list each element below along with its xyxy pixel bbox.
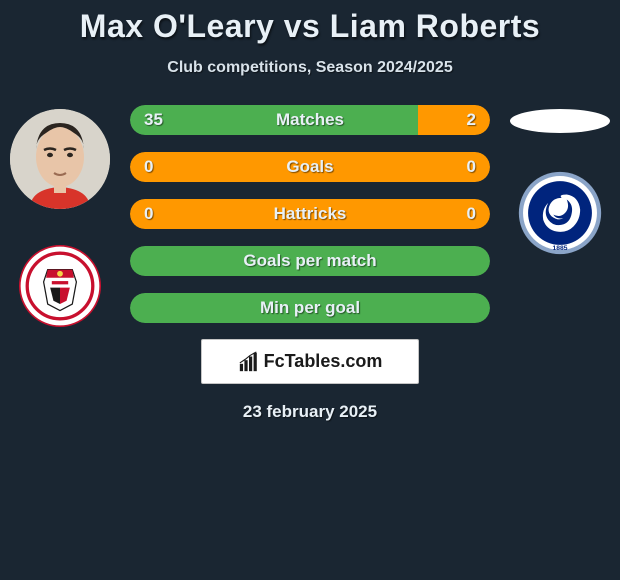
club-badge-left-icon: [19, 245, 101, 327]
bar-fill-left: [130, 105, 418, 135]
right-side: 1885: [500, 105, 620, 327]
title-player2: Liam Roberts: [330, 8, 540, 44]
club-badge-right-icon: 1885: [518, 171, 602, 255]
watermark-box: FcTables.com: [201, 339, 419, 384]
bar-value-left: 35: [144, 110, 163, 130]
bar-value-right: 0: [467, 204, 476, 224]
title-vs: vs: [284, 8, 321, 44]
player1-club-badge: [19, 245, 101, 327]
bar-value-right: 2: [467, 110, 476, 130]
bar-label: Matches: [276, 110, 344, 130]
bar-label: Hattricks: [274, 204, 347, 224]
face-icon: [10, 109, 110, 209]
bar-label: Goals per match: [243, 251, 376, 271]
main-row: Matches 35 2 Goals 0 0 Hattricks 0 0 Goals per ma…: [0, 105, 620, 327]
stat-bar: Min per goal: [130, 293, 490, 323]
stats-bars: Matches 35 2 Goals 0 0 Hattricks 0 0 Goals per ma…: [120, 105, 500, 327]
bars-chart-icon: [238, 351, 260, 373]
bar-label: Goals: [286, 157, 333, 177]
bar-fill-right: [418, 105, 490, 135]
bar-value-left: 0: [144, 157, 153, 177]
stat-bar: Matches 35 2: [130, 105, 490, 135]
stat-bar: Hattricks 0 0: [130, 199, 490, 229]
comparison-card: Max O'Leary vs Liam Roberts Club competi…: [0, 0, 620, 422]
bar-value-left: 0: [144, 204, 153, 224]
stat-bar: Goals 0 0: [130, 152, 490, 182]
watermark-text: FcTables.com: [264, 351, 383, 372]
page-title: Max O'Leary vs Liam Roberts: [0, 8, 620, 45]
bar-value-right: 0: [467, 157, 476, 177]
date: 23 february 2025: [0, 402, 620, 422]
stat-bar: Goals per match: [130, 246, 490, 276]
player2-club-badge: 1885: [518, 171, 602, 255]
left-side: [0, 105, 120, 327]
player1-photo: [10, 109, 110, 209]
svg-text:1885: 1885: [553, 245, 568, 252]
subtitle: Club competitions, Season 2024/2025: [0, 59, 620, 77]
bar-label: Min per goal: [260, 298, 360, 318]
title-player1: Max O'Leary: [80, 8, 275, 44]
player2-photo-placeholder: [510, 109, 610, 133]
